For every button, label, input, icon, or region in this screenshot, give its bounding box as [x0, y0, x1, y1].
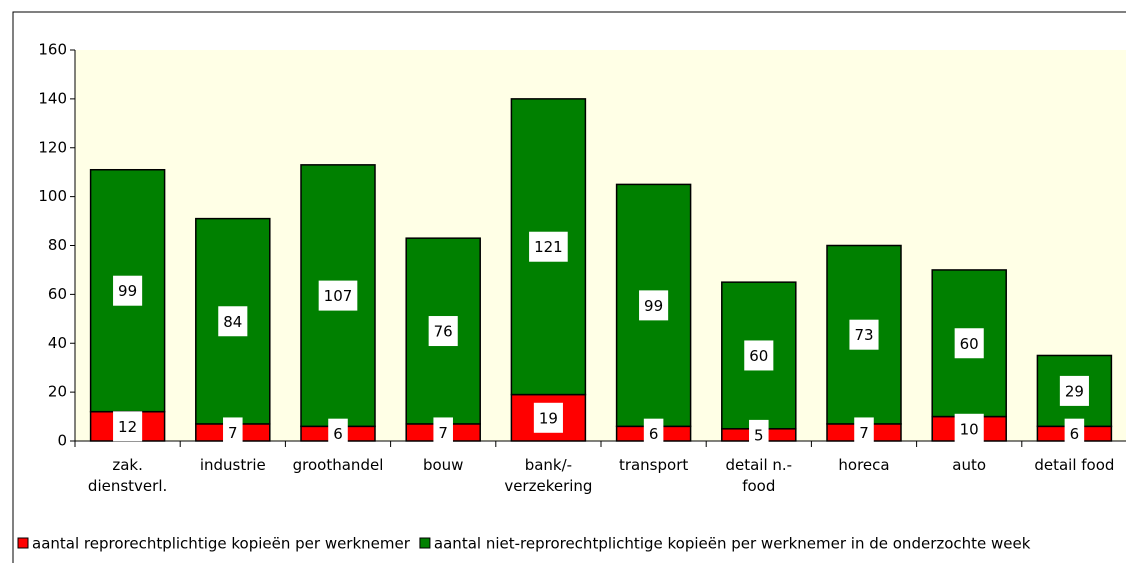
x-tick-label: auto [952, 456, 987, 474]
data-label: 7 [859, 424, 869, 442]
x-tick-label: bank/- verzekering [504, 456, 593, 495]
data-label: 84 [223, 313, 242, 331]
data-label-box [854, 417, 874, 448]
data-label: 12 [118, 418, 137, 436]
x-tick-label: transport [618, 456, 689, 474]
data-label: 99 [644, 297, 663, 315]
chart-border [12, 11, 1126, 563]
y-tick-label: 60 [48, 285, 67, 303]
data-label-box [529, 231, 568, 262]
data-label-box [749, 419, 769, 450]
data-label-box [1064, 418, 1085, 449]
x-tick-label: detail n.- food [725, 456, 793, 495]
bar-segment [510, 393, 587, 442]
x-tick-label: bouw [422, 456, 464, 474]
data-label: 10 [960, 420, 979, 438]
y-tick-label: 160 [38, 41, 67, 59]
legend-swatch [419, 537, 431, 549]
data-label: 7 [438, 424, 448, 442]
data-label-box [113, 275, 143, 306]
legend-swatch [17, 537, 29, 549]
data-label-box [1059, 375, 1089, 406]
data-label: 6 [1070, 425, 1080, 443]
data-label-box [643, 418, 664, 449]
data-label: 107 [324, 287, 353, 305]
data-label: 60 [749, 347, 768, 365]
y-tick-label: 120 [38, 138, 67, 156]
data-label: 6 [649, 425, 659, 443]
data-label: 5 [754, 426, 764, 444]
data-label-box [533, 402, 563, 433]
y-tick-label: 40 [48, 334, 67, 352]
y-tick-label: 80 [48, 236, 67, 254]
data-label-box [428, 316, 458, 347]
data-label: 73 [854, 326, 873, 344]
x-tick-label: horeca [838, 456, 890, 474]
data-label: 6 [333, 425, 343, 443]
data-label: 19 [539, 409, 558, 427]
data-label-box [218, 306, 248, 337]
data-label-box [223, 417, 243, 448]
data-label-box [328, 418, 348, 449]
data-label-box [113, 411, 143, 442]
data-label: 99 [118, 282, 137, 300]
data-label-box [744, 340, 774, 371]
data-label-box [954, 413, 984, 444]
data-label: 121 [534, 238, 563, 256]
data-label: 60 [960, 335, 979, 353]
data-label-box [433, 417, 453, 448]
y-tick-label: 20 [48, 383, 67, 401]
data-label-box [849, 319, 879, 350]
y-tick-label: 140 [38, 89, 67, 107]
legend-label: aantal niet-reprorechtplichtige kopieën … [434, 535, 1031, 553]
x-tick-label: detail food [1034, 456, 1115, 474]
data-label: 29 [1065, 382, 1084, 400]
data-label: 76 [434, 323, 453, 341]
data-label-box [318, 280, 358, 311]
data-label-box [639, 290, 669, 321]
x-tick-label: groothandel [292, 456, 384, 474]
data-label-box [954, 328, 984, 359]
y-tick-label: 100 [38, 187, 67, 205]
data-label: 7 [228, 424, 238, 442]
x-tick-label: industrie [199, 456, 266, 474]
y-tick-label: 0 [57, 432, 67, 450]
x-tick-label: zak. dienstverl. [87, 456, 168, 495]
legend-label: aantal reprorechtplichtige kopieën per w… [32, 535, 411, 553]
